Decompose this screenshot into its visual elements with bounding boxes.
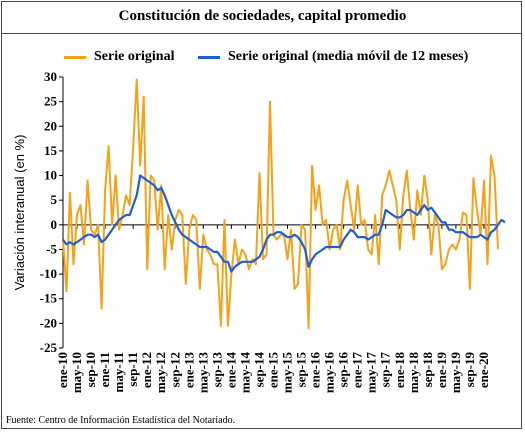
x-tick-label: ene-14 — [223, 352, 238, 389]
x-tick-label: may-17 — [364, 352, 379, 394]
series-line-moving-average — [62, 174, 506, 273]
x-tick-label: sep-13 — [209, 352, 224, 388]
x-tick-label: ene-15 — [265, 352, 280, 389]
x-tick-label: sep-16 — [336, 352, 351, 388]
x-tick-label: ene-18 — [392, 352, 407, 389]
y-tick-label: -10 — [40, 266, 57, 281]
legend-label-original: Serie original — [94, 49, 175, 64]
x-tick-label: may-18 — [406, 352, 421, 394]
legend-swatch-original — [64, 55, 86, 59]
y-axis-title: Variación interanual (en %) — [12, 135, 27, 291]
x-tick-label: may-19 — [448, 352, 463, 394]
legend-swatch-moving-average — [198, 55, 220, 59]
x-tick-label: may-14 — [237, 352, 252, 394]
y-tick-label: -25 — [40, 340, 58, 355]
x-tick-label: may-15 — [280, 352, 295, 394]
x-tick-label: may-13 — [195, 352, 210, 394]
x-tick-label: sep-14 — [251, 352, 266, 388]
legend: Serie original Serie original (media móv… — [2, 49, 523, 69]
legend-item-moving-average: Serie original (media móvil de 12 meses) — [198, 49, 468, 65]
y-tick-label: 15 — [44, 143, 58, 158]
x-tick-label: sep-10 — [83, 352, 98, 387]
y-tick-label: 10 — [44, 168, 57, 183]
x-tick-label: ene-17 — [350, 352, 365, 389]
y-tick-label: 5 — [51, 192, 58, 207]
legend-label-moving-average: Serie original (media móvil de 12 meses) — [228, 49, 469, 64]
x-tick-label: ene-19 — [434, 352, 449, 389]
x-tick-label: ene-13 — [181, 352, 196, 389]
title-divider — [2, 33, 521, 34]
x-tick-label: sep-19 — [462, 352, 477, 388]
x-tick-label: may-10 — [69, 352, 84, 393]
source-note: Fuente: Centro de Información Estadístic… — [6, 415, 236, 426]
x-tick-label: ene-10 — [55, 352, 70, 388]
x-tick-label: sep-15 — [294, 352, 309, 388]
y-tick-label: 20 — [44, 118, 57, 133]
y-tick-label: -5 — [46, 241, 57, 256]
x-tick-label: sep-17 — [378, 352, 393, 388]
series-line-original — [62, 78, 499, 330]
x-tick-label: ene-20 — [476, 352, 491, 388]
x-tick-label: ene-16 — [308, 352, 323, 389]
x-tick-label: sep-18 — [420, 352, 435, 388]
x-tick-label: sep-12 — [167, 352, 182, 387]
x-tick-label: may-12 — [153, 352, 168, 393]
y-tick-label: 0 — [51, 217, 58, 232]
x-tick-label: sep-11 — [125, 352, 140, 387]
x-tick-label: may-11 — [111, 352, 126, 392]
x-tick-label: ene-11 — [97, 352, 112, 387]
x-tick-label: ene-12 — [139, 352, 154, 388]
chart-title: Constitución de sociedades, capital prom… — [118, 8, 407, 24]
y-tick-label: 25 — [44, 94, 58, 109]
x-tick-label: may-16 — [322, 352, 337, 394]
legend-item-original: Serie original — [64, 49, 175, 65]
y-tick-label: -15 — [40, 291, 58, 306]
y-tick-label: -20 — [40, 315, 57, 330]
y-tick-label: 30 — [44, 69, 57, 84]
